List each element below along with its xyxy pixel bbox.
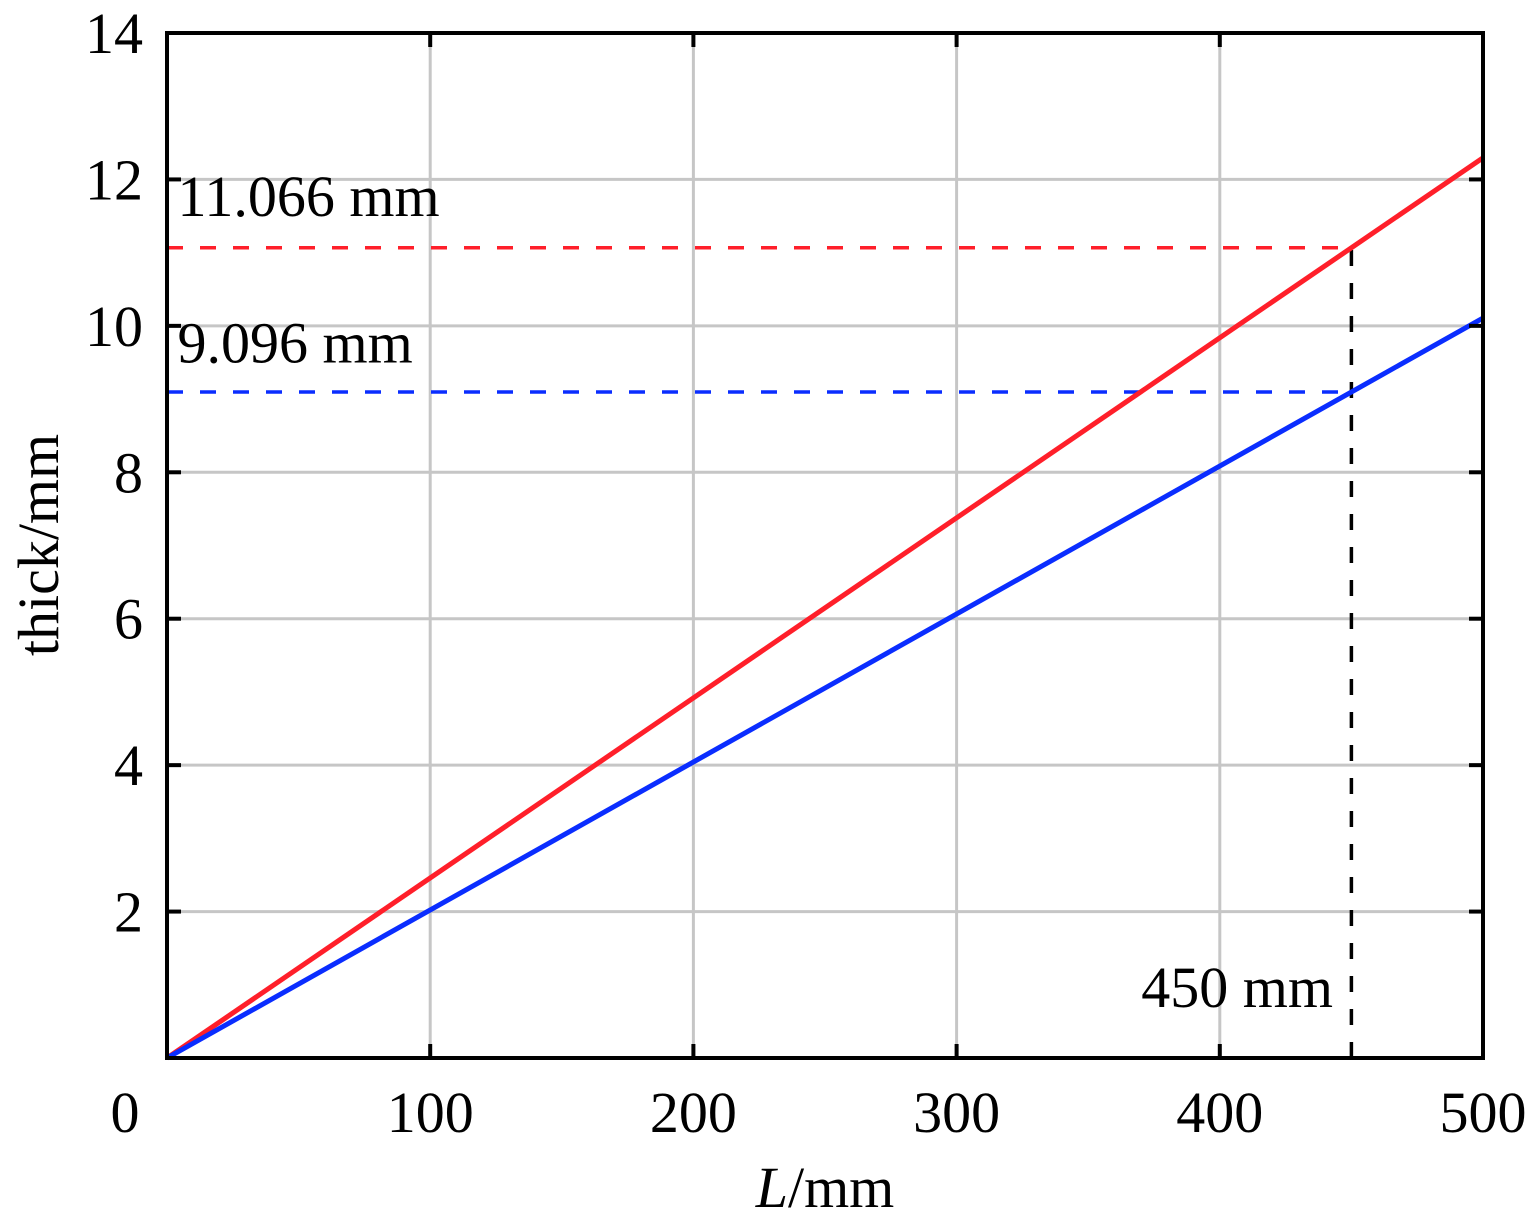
y-axis-label: thick/mm [6, 434, 71, 656]
x-axis-label-variable: L [755, 1155, 788, 1220]
y-tick-label: 6 [114, 587, 143, 652]
y-tick-label: 4 [114, 733, 143, 798]
series-lines [165, 155, 1485, 1061]
annotation-label: 450 mm [1141, 955, 1333, 1020]
y-tick-label: 2 [114, 880, 143, 945]
ticks [167, 31, 1485, 1058]
x-axis-label-unit: /mm [788, 1155, 894, 1220]
annotation-label: 9.096 mm [178, 310, 413, 375]
x-tick-label: 300 [913, 1080, 1000, 1145]
plot-frame [165, 31, 1485, 1060]
origin-label: 0 [111, 1080, 140, 1145]
y-tick-label: 8 [114, 440, 143, 505]
x-tick-label: 400 [1176, 1080, 1263, 1145]
annotation-label: 11.066 mm [178, 164, 440, 229]
series-line-blue [165, 315, 1485, 1061]
x-tick-label: 200 [650, 1080, 737, 1145]
x-tick-label: 100 [387, 1080, 474, 1145]
y-tick-label: 12 [85, 147, 143, 212]
y-tick-label: 14 [85, 1, 143, 66]
reference-lines [167, 246, 1354, 1058]
annotations: 11.066 mm 9.096 mm 450 mm [178, 164, 1333, 1020]
x-axis-label: L/mm [755, 1155, 895, 1220]
y-tick-label: 10 [85, 294, 143, 359]
x-tick-label: 500 [1440, 1080, 1527, 1145]
series-line-red [165, 155, 1485, 1061]
grid [167, 33, 1483, 1058]
tick-labels: 100 200 300 400 500 2 4 6 8 10 12 14 [85, 1, 1527, 1145]
